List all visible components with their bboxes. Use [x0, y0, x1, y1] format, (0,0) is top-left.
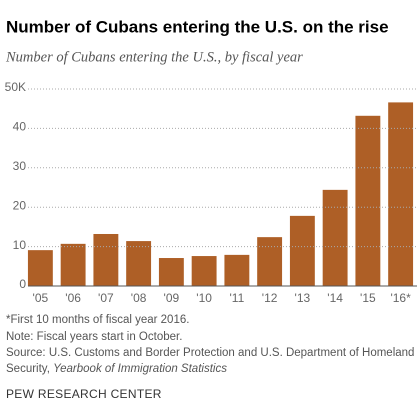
bar [27, 250, 53, 286]
chart-title: Number of Cubans entering the U.S. on th… [6, 17, 389, 36]
y-tick-label: 20 [13, 198, 27, 212]
source-publication: Yearbook of Immigration Statistics [53, 363, 227, 375]
source-text: Security, [6, 363, 50, 375]
x-tick-label: '06 [65, 291, 81, 305]
bar [126, 241, 152, 286]
x-tick-label: '10 [196, 291, 212, 305]
bar [93, 233, 119, 286]
bar [224, 254, 250, 286]
x-tick-label: '09 [164, 291, 180, 305]
chart-subtitle: Number of Cubans entering the U.S., by f… [5, 49, 303, 65]
bar [322, 189, 348, 286]
x-tick-label: '15 [360, 291, 376, 305]
y-tick-label: 40 [13, 120, 27, 134]
bar [355, 115, 381, 287]
note: Note: Fiscal years start in October. [6, 331, 182, 343]
bar [289, 215, 315, 286]
y-tick-label: 0 [19, 277, 26, 291]
source: Security, Yearbook of Immigration Statis… [6, 363, 227, 375]
bar [191, 256, 217, 286]
x-tick-label: '11 [230, 291, 245, 305]
x-tick-label: '05 [33, 291, 49, 305]
x-tick-label: '13 [295, 291, 311, 305]
x-tick-label: '16* [390, 291, 411, 305]
x-tick-label: '12 [262, 291, 278, 305]
x-tick-label: '14 [327, 291, 343, 305]
bar [60, 243, 86, 286]
bar [257, 237, 283, 286]
x-tick-label: '07 [98, 291, 114, 305]
y-tick-label: 30 [13, 159, 27, 173]
source: Source: U.S. Customs and Border Protecti… [6, 347, 414, 359]
y-tick-label: 10 [13, 238, 27, 252]
bar [388, 102, 414, 286]
credit: PEW RESEARCH CENTER [6, 387, 162, 401]
bar [158, 258, 184, 286]
x-tick-label: '08 [131, 291, 147, 305]
y-tick-label: 50K [5, 80, 26, 94]
footnote: *First 10 months of fiscal year 2016. [6, 314, 189, 326]
